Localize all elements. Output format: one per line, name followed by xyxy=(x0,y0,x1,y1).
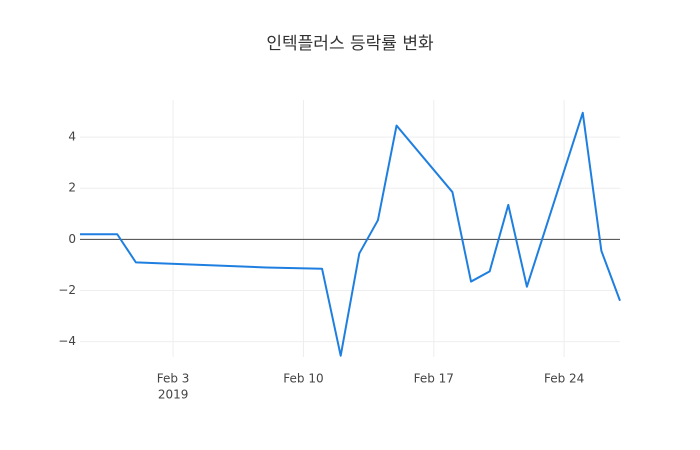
x-year-label: 2019 xyxy=(158,388,189,402)
x-tick-label: Feb 24 xyxy=(544,372,584,386)
x-tick-label: Feb 10 xyxy=(283,372,323,386)
y-tick-label: −4 xyxy=(58,334,76,348)
line xyxy=(80,111,621,357)
y-tick-label: −2 xyxy=(58,283,76,297)
x-tick-label: Feb 17 xyxy=(414,372,454,386)
chart-title: 인텍플러스 등락률 변화 xyxy=(266,34,434,54)
y-tick-label: 4 xyxy=(68,130,76,144)
x-tick-label: Feb 3 xyxy=(157,372,190,386)
y-tick-label: 2 xyxy=(68,181,76,195)
y-tick-label: 0 xyxy=(68,232,76,246)
